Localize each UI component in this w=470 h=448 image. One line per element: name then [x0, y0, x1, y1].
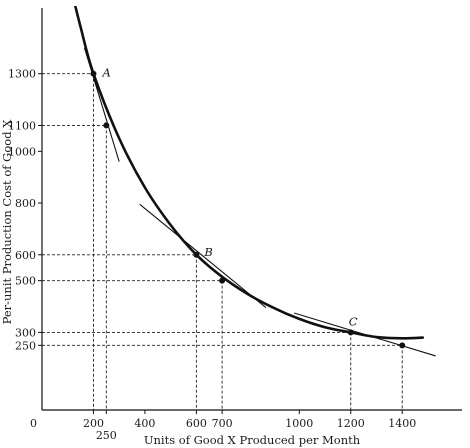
x-tick-label: 1400: [388, 417, 416, 430]
y-tick-label: 600: [15, 249, 36, 262]
point-C: [347, 329, 354, 336]
point-label-A: A: [101, 66, 110, 80]
point-label-B: B: [203, 245, 212, 259]
point-p700: [219, 277, 226, 284]
x-tick-label: 700: [212, 417, 233, 430]
tangent-lines: [83, 47, 436, 357]
x-tick-label: 250: [96, 429, 117, 442]
point-p250: [103, 122, 110, 129]
y-tick-label: 1300: [8, 68, 36, 81]
x-tick-label: 200: [83, 417, 104, 430]
point-label-C: C: [349, 314, 358, 328]
y-tick-label: 800: [15, 197, 36, 210]
tangent-line: [139, 203, 267, 308]
point-p1400: [399, 342, 406, 349]
x-tick-label: 600: [186, 417, 207, 430]
x-axis-title: Units of Good X Produced per Month: [144, 433, 361, 447]
cost-curve: [73, 6, 425, 340]
y-tick-label: 1100: [8, 119, 36, 132]
origin-label: 0: [30, 417, 37, 430]
x-tick-label: 1000: [285, 417, 313, 430]
x-tick-label: 1200: [337, 417, 365, 430]
data-points: A B C: [90, 66, 406, 349]
y-tick-label: 250: [15, 339, 36, 352]
x-tick-label: 400: [134, 417, 155, 430]
point-A: [90, 70, 97, 77]
reference-lines: [42, 73, 403, 410]
y-tick-label: 300: [15, 326, 36, 339]
y-tick-label: 500: [15, 275, 36, 288]
y-axis-title: Per-unit Production Cost of Good X: [0, 119, 14, 325]
y-tick-label: 1000: [8, 145, 36, 158]
axes: [41, 8, 462, 411]
point-B: [193, 251, 200, 258]
